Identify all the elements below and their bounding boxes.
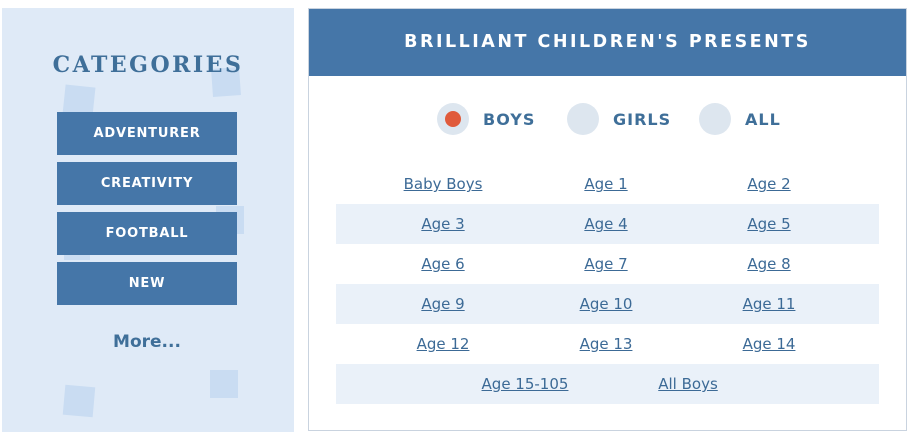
radio-unselected-icon[interactable] <box>567 103 599 135</box>
filter-girls-label: GIRLS <box>613 109 672 129</box>
radio-unselected-icon[interactable] <box>699 103 731 135</box>
link-age-7[interactable]: Age 7 <box>584 255 628 273</box>
category-button-creativity[interactable]: CREATIVITY <box>57 162 237 205</box>
filter-all-label: ALL <box>745 109 781 129</box>
filter-all[interactable]: ALL <box>699 101 781 137</box>
presents-panel: BRILLIANT CHILDREN'S PRESENTS BOYS GIRLS… <box>308 8 907 431</box>
link-all-boys[interactable]: All Boys <box>658 375 718 393</box>
link-row: Age 15-105 All Boys <box>336 364 879 404</box>
link-age-8[interactable]: Age 8 <box>747 255 791 273</box>
filter-girls[interactable]: GIRLS <box>567 101 671 137</box>
category-button-football[interactable]: FOOTBALL <box>57 212 237 255</box>
age-links-grid: Baby Boys Age 1 Age 2 Age 3 Age 4 Age 5 … <box>336 164 879 404</box>
link-age-11[interactable]: Age 11 <box>742 295 796 313</box>
link-age-13[interactable]: Age 13 <box>579 335 633 353</box>
link-row: Age 3 Age 4 Age 5 <box>336 204 879 244</box>
link-age-10[interactable]: Age 10 <box>579 295 633 313</box>
link-age-12[interactable]: Age 12 <box>416 335 470 353</box>
panel-title: BRILLIANT CHILDREN'S PRESENTS <box>309 9 906 76</box>
link-age-15-105[interactable]: Age 15-105 <box>481 375 569 393</box>
link-row: Age 12 Age 13 Age 14 <box>336 324 879 364</box>
link-row: Age 9 Age 10 Age 11 <box>336 284 879 324</box>
link-age-3[interactable]: Age 3 <box>421 215 465 233</box>
link-row: Age 6 Age 7 Age 8 <box>336 244 879 284</box>
filter-boys-label: BOYS <box>483 109 536 129</box>
radio-selected-icon[interactable] <box>437 103 469 135</box>
link-age-14[interactable]: Age 14 <box>742 335 796 353</box>
categories-sidebar: CATEGORIES ADVENTURER CREATIVITY FOOTBAL… <box>2 8 294 432</box>
radio-dot-icon <box>445 111 461 127</box>
link-row: Baby Boys Age 1 Age 2 <box>336 164 879 204</box>
decorative-square <box>210 370 238 398</box>
link-age-2[interactable]: Age 2 <box>747 175 791 193</box>
link-age-1[interactable]: Age 1 <box>584 175 628 193</box>
link-age-5[interactable]: Age 5 <box>747 215 791 233</box>
link-age-9[interactable]: Age 9 <box>421 295 465 313</box>
more-categories-link[interactable]: More... <box>113 332 181 352</box>
link-baby-boys[interactable]: Baby Boys <box>403 175 483 193</box>
category-button-adventurer[interactable]: ADVENTURER <box>57 112 237 155</box>
gender-filter-group: BOYS GIRLS ALL <box>309 101 906 137</box>
categories-title: CATEGORIES <box>52 52 244 78</box>
link-age-4[interactable]: Age 4 <box>584 215 628 233</box>
category-button-new[interactable]: NEW <box>57 262 237 305</box>
filter-boys[interactable]: BOYS <box>437 101 535 137</box>
link-age-6[interactable]: Age 6 <box>421 255 465 273</box>
decorative-square <box>62 384 96 418</box>
